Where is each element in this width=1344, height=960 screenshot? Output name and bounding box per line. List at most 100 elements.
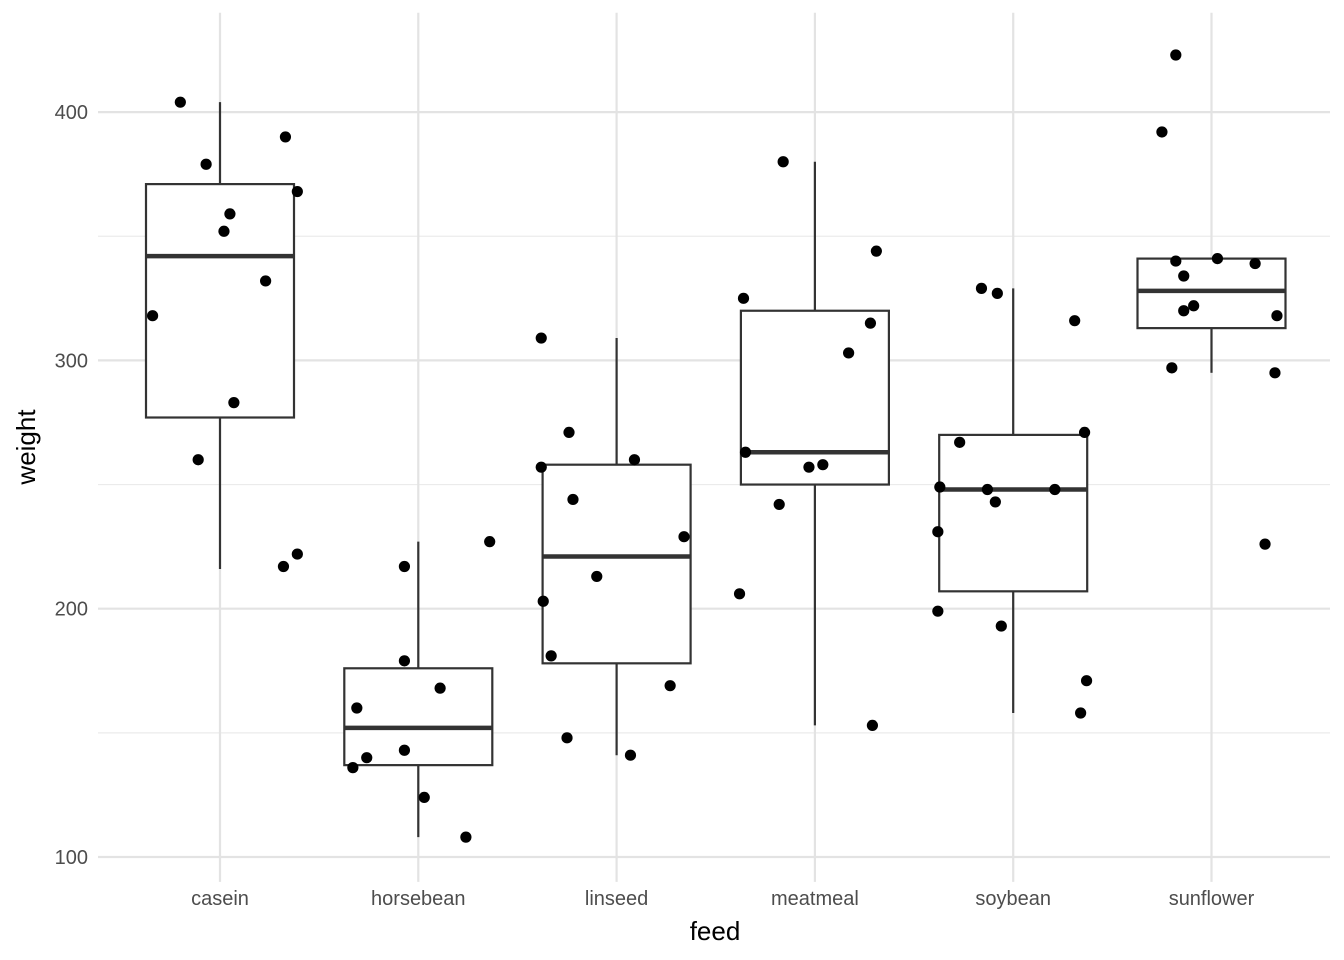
box-casein bbox=[144, 102, 296, 569]
data-point bbox=[291, 548, 303, 560]
y-tick-label: 400 bbox=[55, 102, 88, 124]
data-point bbox=[864, 317, 877, 329]
data-point bbox=[228, 397, 240, 409]
data-point bbox=[537, 595, 549, 607]
data-point bbox=[1080, 675, 1093, 687]
data-point bbox=[870, 245, 882, 257]
data-point bbox=[737, 292, 750, 304]
data-point bbox=[398, 655, 411, 667]
data-point bbox=[434, 682, 446, 694]
data-point bbox=[174, 96, 186, 108]
data-point bbox=[843, 347, 855, 359]
box-iqr bbox=[144, 183, 296, 419]
data-point bbox=[1170, 49, 1182, 61]
x-tick-label: linseed bbox=[585, 888, 648, 910]
data-point bbox=[561, 732, 573, 744]
data-point bbox=[664, 680, 676, 692]
data-point bbox=[1069, 315, 1081, 327]
y-tick-label: 100 bbox=[55, 847, 88, 869]
y-axis-tick-labels: 100 200 300 400 bbox=[55, 102, 88, 869]
box-horsebean bbox=[343, 541, 494, 838]
data-point bbox=[733, 588, 746, 600]
x-axis-title: feed bbox=[690, 916, 741, 946]
box-iqr bbox=[739, 309, 891, 486]
data-point bbox=[218, 225, 230, 237]
box-sunflower bbox=[1136, 257, 1287, 373]
data-point bbox=[995, 620, 1007, 632]
data-point bbox=[351, 702, 363, 714]
data-point bbox=[277, 560, 290, 573]
x-tick-label: casein bbox=[191, 888, 249, 910]
box-iqr bbox=[938, 433, 1089, 593]
data-point bbox=[866, 719, 879, 732]
data-point bbox=[975, 282, 988, 294]
data-point bbox=[678, 531, 690, 543]
x-axis-tick-labels: casein horsebean linseed meatmeal soybean sun… bbox=[191, 888, 1255, 910]
data-point bbox=[1049, 483, 1061, 496]
box-iqr bbox=[541, 463, 692, 665]
data-point bbox=[279, 131, 292, 143]
data-point bbox=[981, 483, 994, 496]
box-soybean bbox=[938, 288, 1089, 713]
data-point bbox=[545, 650, 557, 662]
data-point bbox=[1271, 310, 1283, 322]
x-tick-label: sunflower bbox=[1169, 888, 1255, 910]
data-point bbox=[817, 459, 829, 471]
data-point bbox=[361, 752, 373, 764]
data-point bbox=[224, 208, 236, 220]
data-point bbox=[200, 158, 212, 170]
data-point bbox=[1178, 305, 1190, 317]
data-point bbox=[932, 526, 944, 538]
points-layer bbox=[146, 49, 1283, 843]
y-axis-title: weight bbox=[11, 409, 41, 486]
data-point bbox=[484, 536, 496, 548]
boxes-layer bbox=[144, 102, 1287, 838]
data-point bbox=[1211, 252, 1224, 265]
x-tick-label: horsebean bbox=[371, 888, 466, 910]
data-point bbox=[1075, 707, 1087, 719]
box-iqr bbox=[1136, 257, 1287, 330]
y-tick-label: 200 bbox=[55, 599, 88, 621]
data-point bbox=[291, 185, 303, 198]
data-point bbox=[535, 461, 547, 473]
data-point bbox=[347, 762, 359, 774]
grid-minor bbox=[98, 235, 1330, 734]
x-tick-label: soybean bbox=[975, 888, 1051, 910]
data-point bbox=[1269, 367, 1281, 379]
data-point bbox=[991, 287, 1003, 299]
data-point bbox=[934, 481, 946, 493]
data-point bbox=[1188, 300, 1200, 312]
data-point bbox=[1156, 126, 1168, 138]
data-point bbox=[567, 493, 579, 506]
box-linseed bbox=[541, 338, 692, 756]
data-point bbox=[1249, 257, 1261, 270]
data-point bbox=[146, 310, 159, 322]
data-point bbox=[1078, 426, 1091, 439]
data-point bbox=[563, 426, 575, 439]
data-point bbox=[777, 156, 789, 168]
data-point bbox=[739, 446, 752, 458]
data-point bbox=[773, 498, 785, 511]
data-point bbox=[418, 791, 430, 804]
data-point bbox=[192, 454, 204, 466]
y-tick-label: 300 bbox=[55, 350, 88, 372]
grid-major bbox=[98, 12, 1330, 882]
box-iqr bbox=[343, 667, 494, 767]
data-point bbox=[260, 275, 272, 287]
data-point bbox=[989, 496, 1001, 508]
data-point bbox=[398, 560, 411, 573]
data-point bbox=[591, 570, 603, 583]
data-point bbox=[932, 605, 944, 617]
data-point bbox=[535, 332, 547, 344]
x-tick-label: meatmeal bbox=[771, 888, 859, 910]
data-point bbox=[1259, 538, 1271, 550]
data-point bbox=[803, 461, 815, 473]
data-point bbox=[1170, 255, 1182, 267]
data-point bbox=[460, 831, 472, 843]
data-point bbox=[398, 744, 411, 756]
data-point bbox=[954, 436, 966, 448]
data-point bbox=[624, 749, 637, 761]
data-point bbox=[1166, 362, 1178, 374]
data-point bbox=[628, 454, 641, 466]
